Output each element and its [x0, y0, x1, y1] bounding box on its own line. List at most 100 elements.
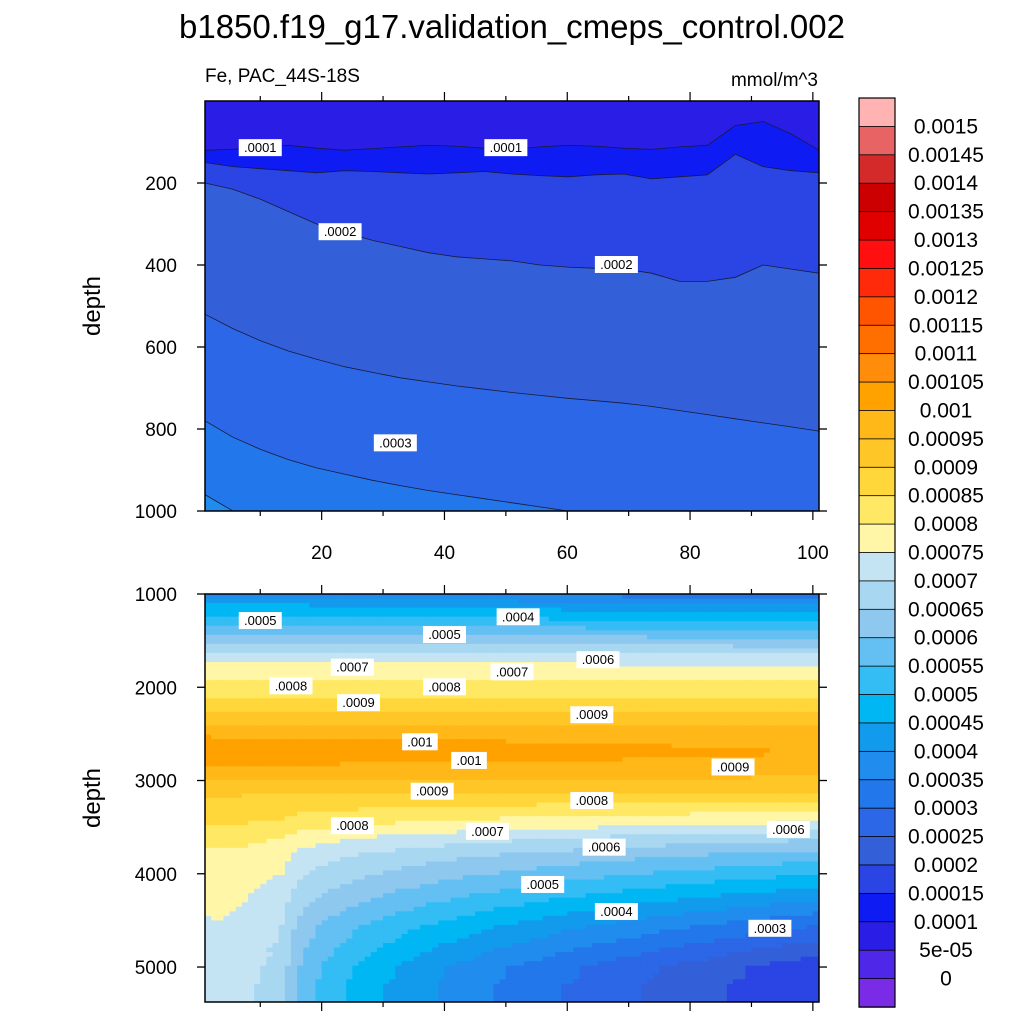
contour-cell: [370, 802, 378, 808]
contour-cell: [788, 648, 796, 654]
contour-cell: [751, 684, 759, 690]
contour-cell: [726, 607, 734, 613]
contour-cell: [321, 798, 329, 804]
contour-cell: [634, 784, 642, 790]
contour-cell: [745, 793, 753, 799]
contour-cell: [278, 671, 286, 677]
contour-cell: [745, 594, 753, 600]
contour-cell: [272, 730, 280, 736]
contour-cell: [683, 716, 691, 722]
contour-cell: [739, 743, 746, 749]
contour-cell: [751, 603, 759, 609]
contour-cell: [444, 607, 452, 613]
contour-cell: [493, 720, 501, 727]
contour-cell: [352, 652, 360, 659]
contour-cell: [462, 594, 470, 600]
contour-label-text: .0003: [379, 435, 412, 450]
contour-cell: [800, 594, 808, 600]
contour-cell: [327, 730, 335, 736]
contour-cell: [776, 594, 783, 600]
contour-cell: [284, 666, 292, 672]
contour-cell: [438, 594, 446, 600]
contour-cell: [542, 693, 550, 699]
contour-cell: [806, 698, 814, 704]
contour-cell: [284, 716, 292, 722]
contour-cell: [413, 639, 421, 645]
contour-cell: [518, 798, 525, 804]
contour-cell: [469, 689, 476, 695]
contour-cell: [616, 607, 624, 613]
contour-cell: [683, 707, 691, 713]
contour-cell: [634, 798, 642, 804]
contour-cell: [499, 639, 507, 645]
contour-cell: [542, 720, 550, 727]
contour-cell: [788, 748, 796, 754]
contour-cell: [315, 788, 323, 795]
contour-cell: [290, 648, 298, 654]
contour-cell: [812, 693, 819, 699]
contour-cell: [739, 788, 746, 795]
contour-cell: [340, 643, 347, 649]
contour-cell: [241, 748, 249, 754]
contour-cell: [745, 612, 753, 618]
contour-cell: [548, 766, 556, 772]
contour-cell: [782, 643, 789, 649]
contour-cell: [303, 730, 310, 736]
contour-cell: [364, 730, 372, 736]
contour-cell: [616, 779, 624, 785]
contour-cell: [794, 621, 802, 627]
contour-cell: [333, 807, 341, 813]
contour-cell: [475, 657, 482, 663]
contour-cell: [671, 702, 679, 708]
contour-cell: [205, 748, 212, 754]
contour-cell: [456, 793, 464, 799]
contour-cell: [370, 662, 378, 668]
contour-cell: [640, 639, 648, 645]
contour-cell: [800, 761, 808, 767]
contour-cell: [530, 643, 538, 649]
contour-cell: [383, 761, 390, 767]
contour-cell: [340, 788, 347, 795]
contour-cell: [597, 743, 605, 749]
contour-cell: [585, 739, 593, 745]
contour-cell: [720, 784, 728, 790]
contour-cell: [579, 739, 587, 745]
contour-cell: [800, 630, 808, 636]
contour-cell: [708, 607, 716, 613]
contour-cell: [597, 625, 605, 631]
contour-cell: [536, 743, 544, 749]
contour-cell: [702, 707, 710, 713]
contour-cell: [659, 807, 667, 813]
contour-cell: [235, 634, 243, 640]
contour-cell: [284, 648, 292, 654]
contour-cell: [720, 594, 728, 600]
contour-cell: [536, 675, 544, 681]
contour-cell: [321, 625, 329, 631]
contour-cell: [303, 711, 310, 717]
contour-cell: [235, 752, 243, 758]
contour-cell: [450, 603, 458, 609]
contour-cell: [297, 625, 304, 631]
contour-cell: [223, 603, 231, 609]
contour-cell: [211, 816, 218, 822]
contour-cell: [745, 748, 753, 754]
contour-cell: [229, 748, 237, 754]
contour-cell: [739, 793, 746, 799]
contour-cell: [340, 675, 347, 681]
contour-cell: [346, 802, 353, 808]
contour-cell: [769, 775, 777, 781]
contour-cell: [241, 793, 249, 799]
contour-label-text: .0001: [244, 140, 277, 155]
contour-cell: [211, 739, 218, 745]
contour-cell: [524, 793, 532, 799]
contour-cell: [677, 607, 685, 613]
contour-cell: [229, 779, 237, 785]
contour-cell: [536, 807, 544, 813]
contour-cell: [241, 702, 249, 708]
contour-cell: [622, 652, 630, 659]
contour-cell: [456, 798, 464, 804]
contour-cell: [702, 711, 710, 717]
contour-cell: [266, 693, 274, 699]
contour-cell: [512, 634, 519, 640]
contour-cell: [622, 730, 630, 736]
